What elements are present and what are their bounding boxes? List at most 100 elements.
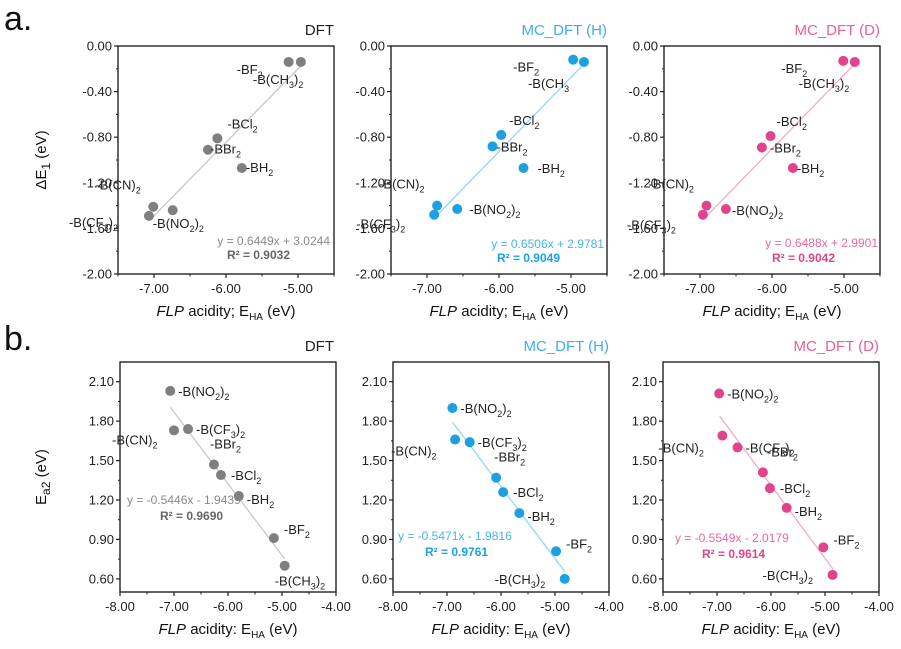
point-label: -B(CF3)2 [746, 440, 795, 458]
data-point [268, 533, 279, 544]
y-tick-label: 0.00 [633, 39, 658, 54]
point-label-name: -B(NO [178, 384, 215, 399]
point-label: -BBr2 [770, 140, 801, 158]
point-label-sub: 3 [564, 84, 569, 94]
x-tick-label: -6.00 [213, 599, 243, 614]
point-label-suffix: ) [511, 202, 515, 217]
point-label-sub: 2 [236, 150, 241, 160]
point-label-suffix: ) [769, 387, 773, 402]
data-point [183, 424, 194, 435]
point-label-sub2: 2 [515, 210, 520, 220]
point-label-sub: 2 [136, 186, 141, 196]
data-point [717, 430, 728, 441]
point-label-sub: 2 [236, 445, 241, 455]
point-label-suffix: ) [220, 384, 224, 399]
data-point [818, 542, 829, 553]
y-tick-label: -0.40 [82, 84, 112, 99]
point-label-name: -B(CF [627, 218, 662, 233]
fit-equation: y = 0.6506x + 2.9781 [491, 237, 604, 251]
r-squared: R² = 0.9042 [772, 251, 835, 265]
data-point [487, 141, 498, 152]
point-label-name: -BF [237, 62, 258, 77]
fit-line [433, 64, 584, 219]
point-label-sub: 2 [305, 530, 310, 540]
point-label-name: -B(CH [799, 76, 835, 91]
point-label-sub2: 2 [113, 223, 118, 233]
x-tick-label: -4.00 [594, 599, 624, 614]
data-point [697, 209, 708, 220]
point-label-sub: 2 [796, 148, 801, 158]
data-point [578, 56, 589, 67]
r-squared: R² = 0.9614 [702, 547, 765, 561]
panel-label-b: b. [4, 320, 32, 358]
data-point [236, 162, 247, 173]
point-label: -B(NO2)2 [732, 203, 783, 221]
y-tick-label: -1.20 [628, 175, 658, 190]
chart-title: MC_DFT (H) [521, 22, 607, 39]
y-axis-label-main: ΔE [33, 170, 50, 190]
data-point [169, 425, 179, 436]
point-label-sub: 2 [802, 69, 807, 79]
fit-equation: y = 0.6488x + 2.9901 [765, 236, 878, 250]
point-label: -BBr2 [210, 142, 241, 160]
y-axis-label-main: E [33, 495, 50, 505]
x-tick-label: -8.00 [105, 599, 135, 614]
point-label-name: -BF [284, 522, 305, 537]
y-tick-label: -1.20 [355, 175, 385, 190]
point-label-sub2: 2 [778, 211, 783, 221]
data-point [720, 204, 731, 215]
point-label: -BCl2 [231, 468, 261, 486]
y-tick-label: 1.20 [89, 493, 114, 508]
point-label: -BF2 [284, 522, 310, 540]
x-tick-label: -8.00 [648, 599, 678, 614]
x-axis-label-text: acidity; E [730, 303, 795, 320]
x-axis-label-italic: FLP [432, 621, 460, 638]
y-axis-label-sub: 1 [39, 163, 53, 170]
data-point [283, 56, 294, 67]
point-label: -B(CN)2 [658, 441, 703, 459]
point-label-sub: 2 [854, 540, 859, 550]
point-label: -B(NO2)2 [727, 387, 778, 405]
x-tick-label: -6.00 [486, 599, 516, 614]
y-tick-label: 1.20 [362, 493, 387, 508]
point-label-name: -BH [246, 160, 268, 175]
point-label: -BF2 [566, 536, 592, 554]
y-tick-label: 0.90 [632, 532, 657, 547]
point-label-sub2: 2 [808, 576, 813, 586]
data-point [849, 56, 860, 67]
panel-label-a: a. [4, 0, 32, 38]
point-label-sub: 2 [215, 392, 220, 402]
y-tick-label: 1.20 [632, 493, 657, 508]
point-label-sub: 2 [534, 68, 539, 78]
data-point [765, 131, 776, 142]
point-label-name: -BH [795, 504, 817, 519]
point-label-sub: 2 [805, 489, 810, 499]
x-axis-label: FLP acidity; EHA (eV) [430, 303, 569, 323]
r-squared: R² = 0.9032 [227, 248, 290, 262]
point-label-sub2: 2 [790, 448, 795, 458]
data-point [167, 205, 178, 216]
point-label: -BH2 [247, 492, 274, 510]
point-label-sub: 2 [258, 70, 263, 80]
x-tick-label: -6.00 [756, 599, 786, 614]
point-label-sub2: 2 [320, 582, 325, 592]
point-label-sub: 2 [699, 449, 704, 459]
point-label: -B(CF3)2 [69, 215, 118, 233]
x-tick-label: -4.00 [321, 599, 351, 614]
point-label-sub: 2 [420, 185, 425, 195]
point-label-sub2: 2 [298, 80, 303, 90]
point-label-sub: 2 [520, 458, 525, 468]
fit-equation: y = -0.5549x - 2.0179 [675, 531, 789, 545]
point-label: -BH2 [795, 504, 822, 522]
point-label-sub: 3 [835, 84, 840, 94]
point-label-sub: 2 [497, 409, 502, 419]
y-tick-label: -2.00 [355, 267, 385, 282]
point-label-name: -B(CN) [95, 178, 135, 193]
data-point [764, 483, 775, 494]
y-tick-label: -0.80 [628, 130, 658, 145]
y-tick-label: 1.80 [89, 414, 114, 429]
chart-3: MC_DFT (D) 0.00 -0.40 -0.80 -1.20 -1.60 -2.00 -… [627, 22, 881, 323]
point-label-name: -BBr [210, 142, 237, 157]
point-label: -B(NO2)2 [153, 216, 204, 234]
x-tick-label: -7.00 [685, 281, 715, 296]
